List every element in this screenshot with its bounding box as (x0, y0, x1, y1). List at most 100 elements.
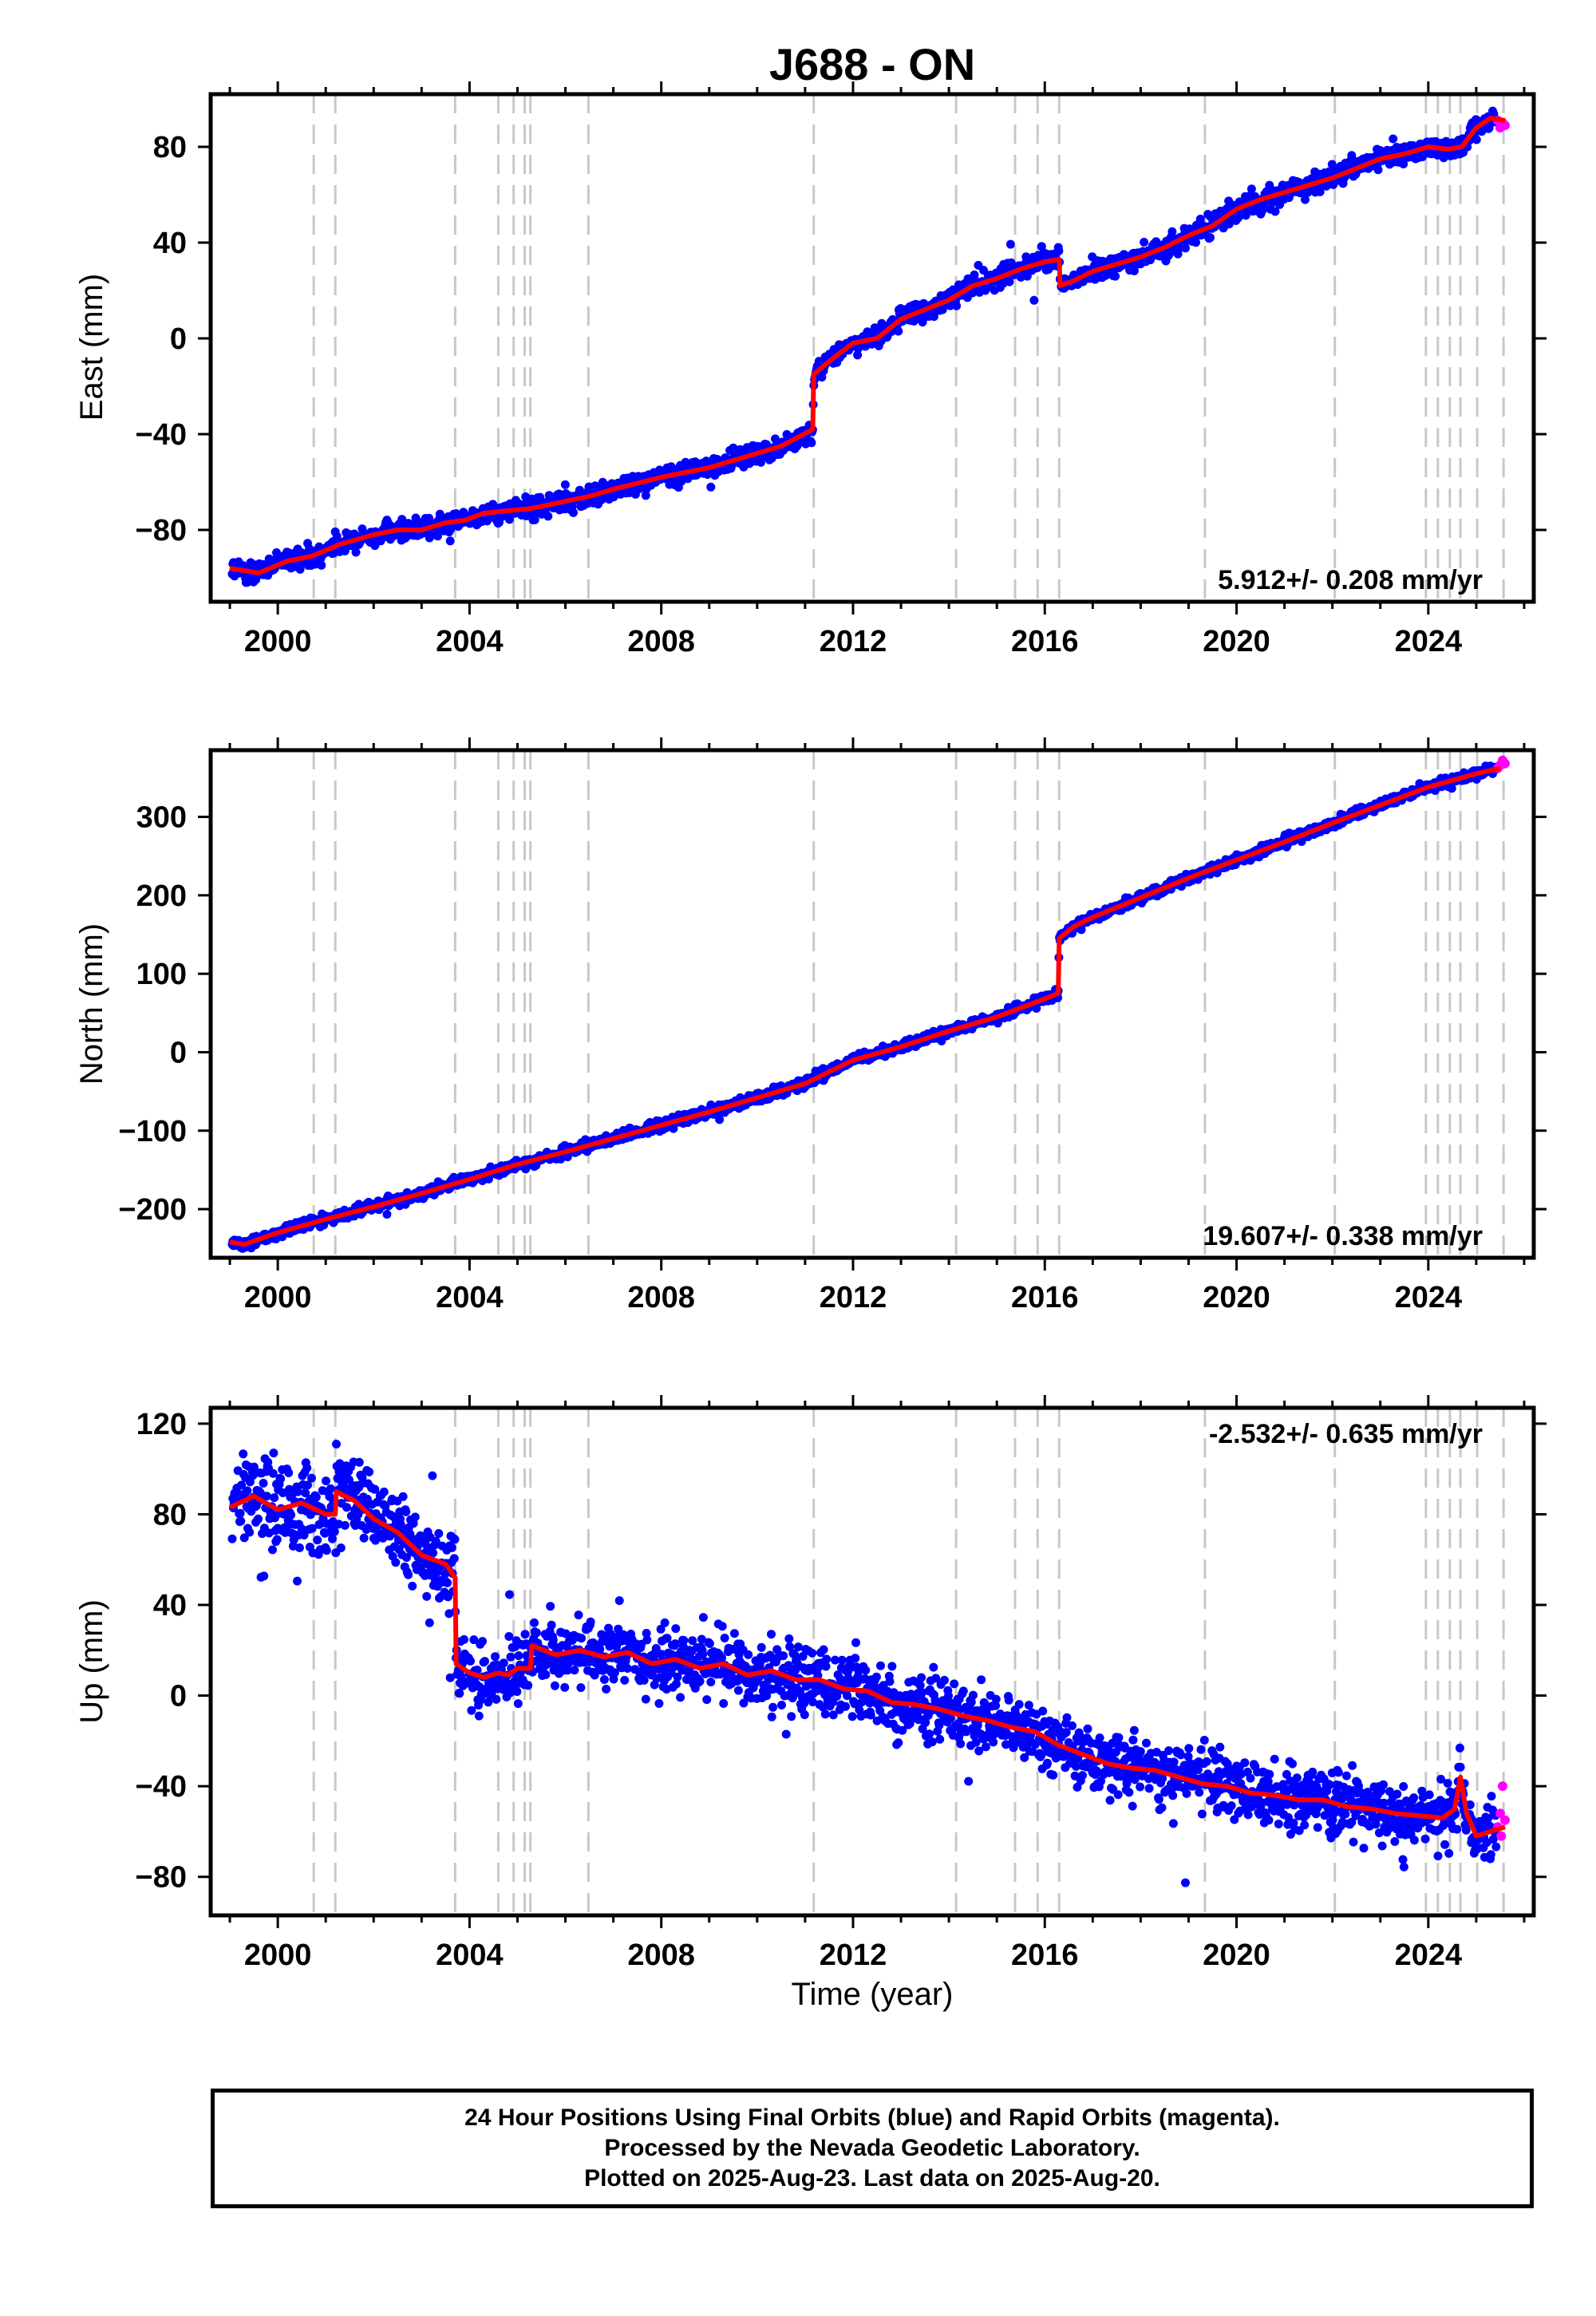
panel-up: 2000 2004 2008 2012 2016 2020 2024−80−40040801… (74, 1372, 1547, 1972)
final-point (1447, 784, 1456, 793)
final-point (365, 1467, 374, 1476)
final-point (332, 532, 342, 541)
final-point (1399, 160, 1408, 168)
y-tick-label: 80 (153, 131, 187, 164)
final-point (235, 1508, 245, 1518)
final-point (259, 1479, 268, 1488)
panel-north: 2000 2004 2008 2012 2016 2020 2024−200−1000100… (74, 737, 1547, 1314)
final-point (270, 1493, 279, 1503)
final-point (894, 326, 903, 336)
final-point (429, 1548, 438, 1558)
final-point (340, 1520, 350, 1530)
panel-frame-north (208, 748, 1536, 1260)
x-tick-label: 2016 (1011, 625, 1079, 658)
final-point (569, 508, 578, 517)
final-point (317, 560, 326, 570)
final-point (284, 1468, 294, 1477)
final-point (248, 1471, 258, 1480)
final-point (330, 1527, 339, 1536)
final-point (401, 1507, 411, 1516)
final-point (302, 1463, 312, 1472)
y-tick-label: −80 (136, 514, 187, 547)
final-point (249, 1462, 259, 1472)
final-point (1472, 135, 1481, 144)
final-point (294, 1543, 304, 1552)
final-point (1206, 233, 1215, 243)
final-point (245, 1528, 255, 1537)
final-point (276, 1474, 286, 1484)
final-point (1005, 277, 1014, 287)
x-tick-label: 2008 (627, 625, 695, 658)
final-point (332, 1440, 341, 1448)
final-point (313, 1535, 322, 1545)
final-point (328, 1534, 337, 1543)
final-point (259, 1571, 269, 1581)
plot-area-north (227, 750, 1510, 1258)
final-point (1373, 165, 1383, 175)
final-point (307, 1524, 317, 1533)
final-point (299, 1372, 308, 1381)
x-tick-label: 2016 (1011, 1281, 1079, 1314)
final-point (1389, 134, 1398, 144)
final-point (425, 513, 434, 523)
final-point (807, 438, 816, 448)
final-point (1191, 238, 1200, 247)
final-point (262, 1492, 271, 1501)
final-point (1246, 184, 1256, 194)
y-tick-label: 0 (170, 322, 187, 356)
final-point (1005, 239, 1015, 249)
final-point (286, 1510, 296, 1520)
panel-frame-east (208, 92, 1536, 604)
final-point (641, 491, 650, 500)
final-point (293, 1487, 302, 1496)
final-point (336, 1543, 346, 1552)
final-point (410, 1512, 420, 1522)
x-tick-label: 2000 (244, 1281, 312, 1314)
rapid-point (1499, 758, 1510, 769)
final-point (1195, 215, 1205, 223)
final-point (402, 1553, 411, 1563)
final-point (1140, 238, 1149, 247)
final-point (293, 1576, 302, 1586)
final-point (1029, 295, 1039, 305)
final-point (268, 1545, 277, 1555)
final-point (254, 1514, 263, 1524)
final-point (560, 480, 570, 489)
final-point (853, 350, 863, 360)
final-point (299, 1531, 309, 1539)
final-point (237, 1480, 247, 1490)
final-point (307, 1473, 316, 1483)
final-point (1167, 227, 1177, 236)
final-point (342, 1503, 351, 1512)
rate-annotation-north: 19.607+/- 0.338 mm/yr (1203, 1221, 1483, 1251)
final-point (930, 312, 938, 322)
x-tick-label: 2004 (436, 625, 504, 658)
final-point (239, 1533, 249, 1543)
final-point (1270, 207, 1280, 216)
final-point (382, 1210, 392, 1219)
final-point (408, 1581, 417, 1591)
final-point (530, 515, 539, 524)
final-point (1301, 195, 1310, 204)
x-tick-label: 2004 (436, 1281, 504, 1314)
final-point (351, 547, 361, 557)
final-point (404, 1570, 413, 1579)
final-point (311, 1492, 321, 1502)
y-tick-label: 200 (136, 879, 187, 913)
plot-area-east (227, 94, 1510, 602)
y-tick-label: −100 (118, 1115, 187, 1148)
final-point (379, 1487, 389, 1496)
y-tick-label: 0 (170, 1036, 187, 1069)
final-point (391, 1558, 401, 1567)
final-point (227, 1534, 237, 1543)
x-tick-label: 2020 (1203, 1281, 1270, 1314)
x-tick-label: 2024 (1395, 1281, 1463, 1314)
plot-area-up (227, 1372, 1510, 1915)
y-tick-label: 40 (153, 227, 187, 260)
final-point (1181, 243, 1190, 253)
x-tick-label: 2012 (820, 625, 887, 658)
rate-annotation-east: 5.912+/- 0.208 mm/yr (1218, 565, 1483, 595)
x-tick-label: 2008 (627, 1281, 695, 1314)
x-tick-label: 2000 (244, 625, 312, 658)
